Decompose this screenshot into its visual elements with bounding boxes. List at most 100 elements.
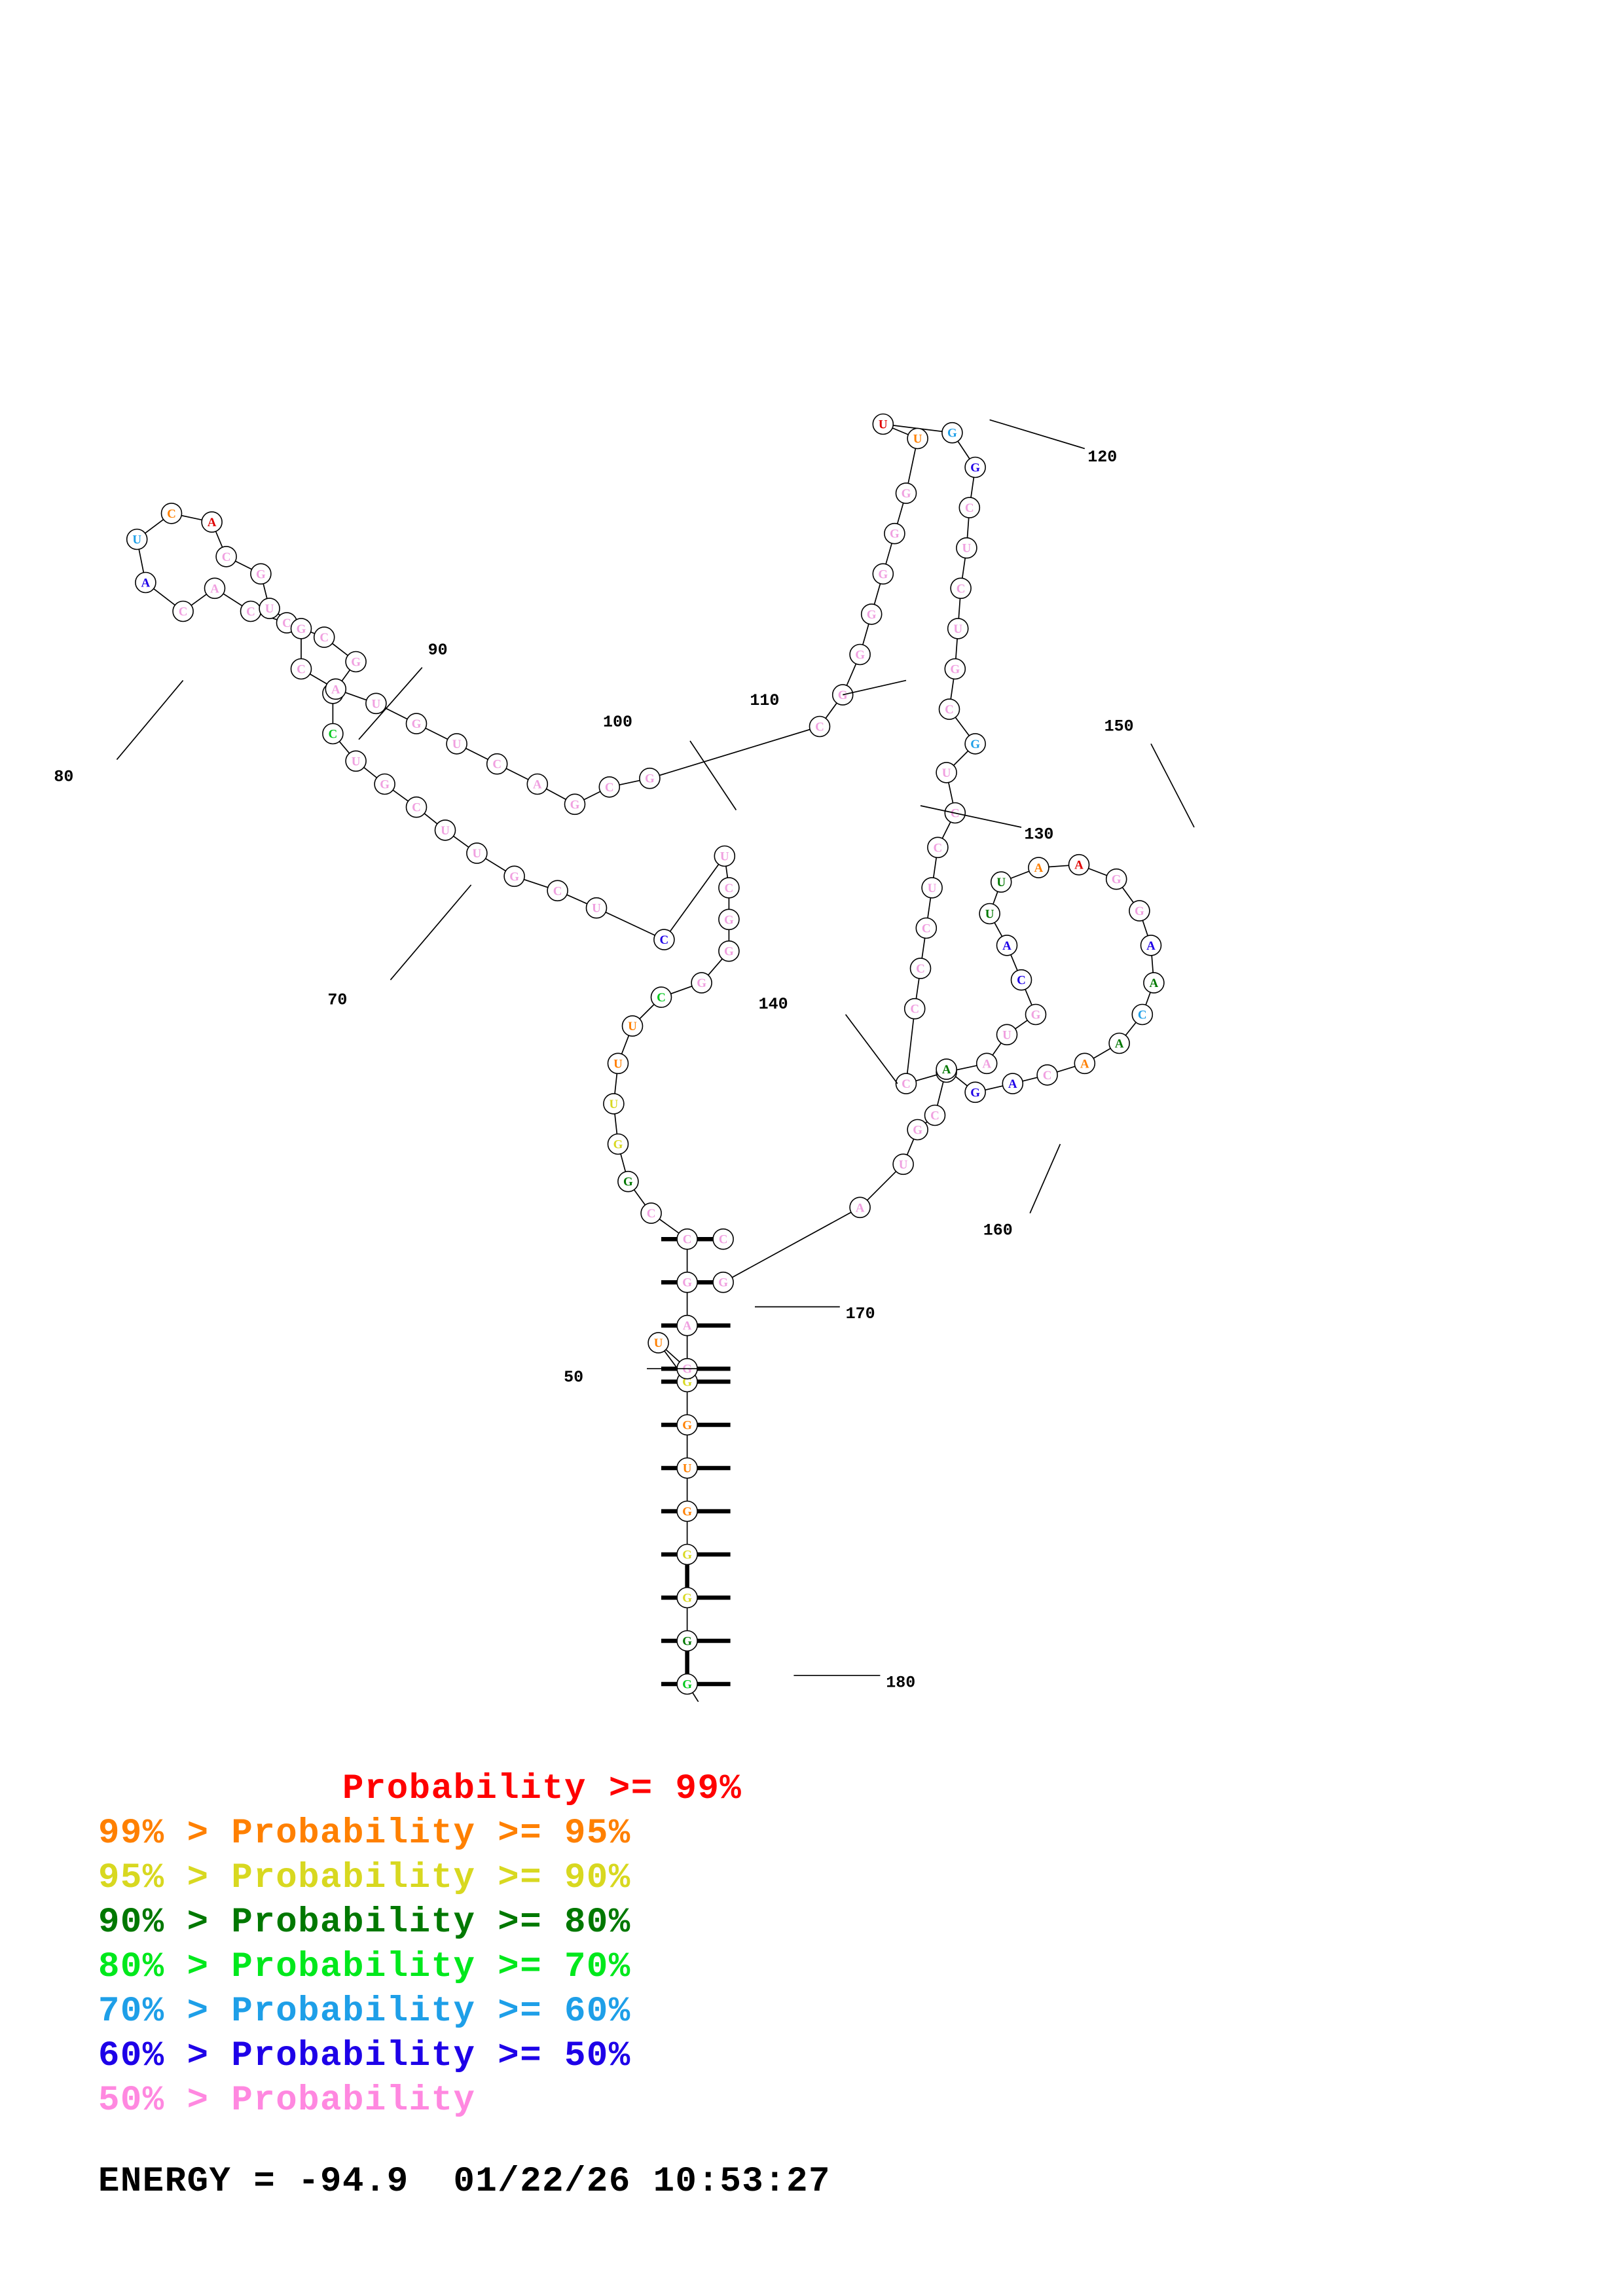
nucleotide-base-letter: G — [682, 1592, 692, 1605]
nucleotide-circle — [374, 773, 395, 795]
nucleotide: G — [617, 1170, 639, 1193]
nucleotide: A — [1068, 853, 1090, 876]
nucleotide-base-letter: U — [628, 1020, 637, 1033]
nucleotide-base-letter: G — [950, 663, 960, 677]
nucleotide: G — [849, 643, 871, 666]
nucleotide: U — [607, 1052, 629, 1075]
nucleotide-circle — [718, 908, 740, 931]
nucleotide-circle — [446, 733, 467, 755]
nucleotide-circle — [676, 1271, 698, 1293]
nucleotide-circle — [892, 1153, 914, 1175]
nucleotide-base-letter: U — [928, 882, 937, 895]
nucleotide-circle — [676, 1457, 698, 1479]
nucleotide-circle — [927, 836, 949, 859]
probability-legend: Probability >= 99% 99% > Probability >= … — [0, 1767, 1623, 2203]
nucleotide-circle — [884, 522, 905, 545]
position-number-label: 150 — [1104, 717, 1134, 736]
nucleotide: U — [996, 1024, 1018, 1046]
nucleotide-circle — [944, 658, 966, 680]
nucleotide-circle — [503, 865, 525, 888]
nucleotide: C — [909, 958, 932, 979]
nucleotide: U — [446, 733, 467, 755]
nucleotide-base-letter: U — [132, 533, 141, 547]
nucleotide: A — [849, 1196, 871, 1219]
nucleotide: G — [907, 1119, 928, 1141]
nucleotide-base-letter: G — [682, 1678, 692, 1692]
position-number-label: 140 — [759, 995, 788, 1014]
nucleotide-base-letter: G — [613, 1138, 623, 1152]
nucleotide: C — [172, 600, 194, 622]
nucleotide: C — [1010, 969, 1032, 991]
nucleotide-base-letter: U — [592, 902, 601, 916]
nucleotide-base-letter: C — [725, 882, 734, 895]
nucleotide-circle — [290, 618, 312, 639]
nucleotide: C — [903, 997, 926, 1020]
position-number-label: 80 — [54, 768, 73, 787]
nucleotide-base-letter: C — [412, 801, 421, 815]
nucleotide-base-letter: G — [682, 1635, 692, 1649]
nucleotide-base-letter: C — [1043, 1069, 1052, 1083]
nucleotide-base-letter: G — [682, 1505, 692, 1519]
nucleotide-circle — [712, 1271, 734, 1293]
nucleotide-circle — [714, 845, 736, 867]
nucleotide: A — [204, 577, 226, 600]
nucleotide-base-letter: G — [890, 528, 900, 541]
nucleotide: A — [325, 678, 347, 700]
nucleotide-base-letter: U — [452, 738, 462, 751]
nucleotide-base-letter: G — [682, 1549, 692, 1562]
nucleotide: A — [1143, 972, 1165, 994]
nucleotide: A — [1074, 1052, 1096, 1075]
position-leader-line — [989, 419, 1085, 450]
position-leader-line — [689, 740, 737, 811]
backbone-segment — [905, 709, 976, 1084]
position-number-label: 130 — [1024, 825, 1053, 844]
nucleotide: G — [676, 1414, 698, 1436]
nucleotide-base-letter: U — [996, 876, 1006, 889]
nucleotide-circle — [676, 1314, 698, 1336]
nucleotide: G — [964, 1081, 986, 1103]
nucleotide-base-letter: C — [167, 507, 176, 521]
nucleotide-base-letter: C — [660, 933, 669, 947]
position-leader-line — [920, 805, 1022, 828]
position-leader-line — [845, 1014, 898, 1085]
nucleotide-circle — [466, 842, 488, 864]
nucleotide: C — [322, 723, 344, 745]
nucleotide-circle — [915, 917, 938, 939]
nucleotide-circle — [950, 577, 972, 600]
nucleotide-base-letter: U — [610, 1098, 619, 1111]
nucleotide-circle — [204, 577, 226, 600]
nucleotide-circle — [676, 1543, 698, 1566]
nucleotide: U — [947, 618, 969, 639]
nucleotide-layer: AGAGGCCGCUGGCCGAUCUCGGGGAGGGUGAGGGUGGCGG… — [126, 413, 1165, 1695]
nucleotide-circle — [607, 1052, 629, 1075]
nucleotide: C — [290, 658, 312, 680]
nucleotide-base-letter: C — [1017, 974, 1026, 988]
nucleotide-circle — [564, 793, 586, 816]
nucleotide-base-letter: C — [492, 758, 501, 772]
nucleotide-base-letter: A — [533, 778, 542, 792]
nucleotide-circle — [547, 880, 568, 902]
nucleotide-base-letter: G — [509, 870, 519, 884]
nucleotide-base-letter: C — [910, 1003, 919, 1016]
nucleotide: U — [936, 762, 957, 783]
nucleotide: C — [895, 1073, 917, 1094]
nucleotide-base-letter: G — [682, 1276, 692, 1290]
nucleotide-base-letter: U — [942, 766, 951, 780]
legend-row-99: Probability >= 99% — [98, 1769, 742, 1809]
nucleotide-base-letter: C — [945, 703, 954, 717]
nucleotide-circle — [160, 503, 183, 524]
nucleotide-circle — [996, 1024, 1018, 1046]
nucleotide-base-letter: G — [838, 689, 848, 702]
nucleotide-circle — [907, 427, 928, 450]
nucleotide-base-letter: C — [329, 728, 338, 742]
nucleotide: A — [1108, 1032, 1130, 1054]
nucleotide-base-letter: A — [1034, 861, 1044, 875]
nucleotide-circle — [872, 413, 894, 435]
nucleotide: C — [240, 600, 262, 622]
nucleotide: C — [809, 715, 831, 738]
nucleotide: G — [345, 651, 367, 673]
nucleotide-circle — [650, 986, 672, 1008]
nucleotide-base-letter: C — [957, 582, 966, 596]
position-number-label: 110 — [750, 691, 779, 710]
nucleotide-circle — [1105, 868, 1127, 890]
